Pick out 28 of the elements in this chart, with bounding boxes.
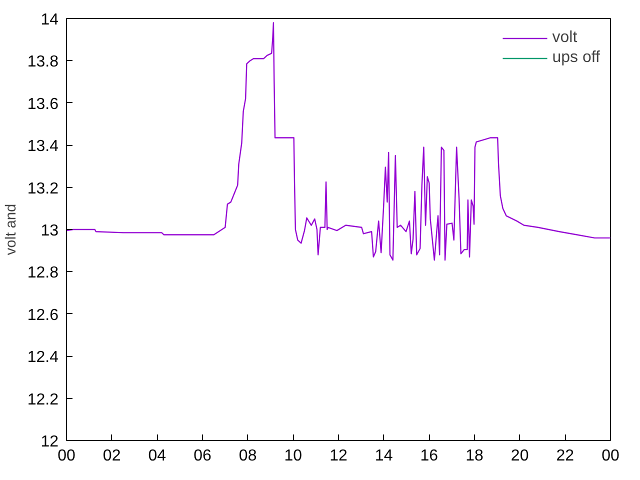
x-tick-label: 22 — [556, 448, 574, 464]
x-tick-label: 06 — [194, 448, 212, 464]
x-tick-label: 14 — [374, 448, 393, 464]
y-tick-label: 12.6 — [27, 306, 59, 324]
legend-label: ups off — [552, 49, 600, 67]
x-tick-label: 04 — [148, 448, 166, 464]
line-series — [66, 22, 610, 261]
x-tick-label: 12 — [330, 448, 348, 464]
y-tick-label: 13.2 — [27, 180, 59, 198]
y-tick-label: 12.8 — [27, 264, 59, 282]
y-tick-label: 14 — [40, 12, 59, 28]
y-tick-label: 12.4 — [27, 349, 59, 366]
y-tick-label: 13 — [40, 222, 59, 240]
x-tick-label: 02 — [102, 448, 121, 464]
x-tick-label: 08 — [238, 448, 257, 464]
y-axis-title: volt and — [3, 204, 20, 256]
y-tick-label: 13.4 — [27, 138, 59, 156]
y-tick-label: 13.6 — [27, 96, 59, 113]
x-tick-label: 18 — [466, 448, 484, 464]
y-tick-label: 12 — [40, 434, 59, 450]
legend-label: volt — [552, 29, 578, 47]
x-tick-label: 20 — [510, 448, 529, 464]
x-tick-label: 00 — [602, 448, 620, 464]
y-tick-label: 13.8 — [27, 54, 59, 71]
x-tick-label: 00 — [58, 448, 76, 464]
y-tick-label: 12.2 — [27, 391, 59, 408]
x-tick-label: 10 — [284, 448, 302, 464]
x-tick-label: 16 — [420, 448, 438, 464]
